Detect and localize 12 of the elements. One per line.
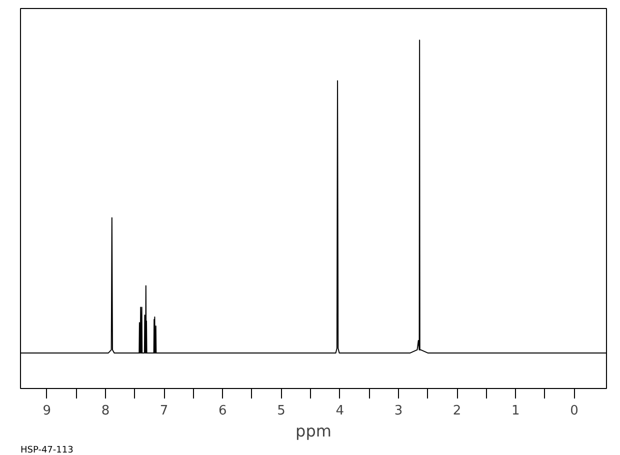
text: HSP-47-113: [20, 446, 74, 455]
x-tick-label: 6: [218, 404, 227, 418]
x-tick-label: 2: [452, 404, 462, 418]
x-tick-label: 3: [394, 404, 403, 418]
x-tick-label: 5: [277, 404, 286, 418]
x-tick-label: 8: [101, 404, 110, 418]
x-tick-label: 9: [42, 404, 52, 418]
x-tick-label: 1: [512, 404, 520, 418]
x-tick-label: 0: [570, 404, 578, 418]
x-tick-label: 7: [160, 404, 168, 418]
x-tick-label: 4: [336, 404, 344, 418]
x-axis-title: ppm: [296, 422, 332, 440]
